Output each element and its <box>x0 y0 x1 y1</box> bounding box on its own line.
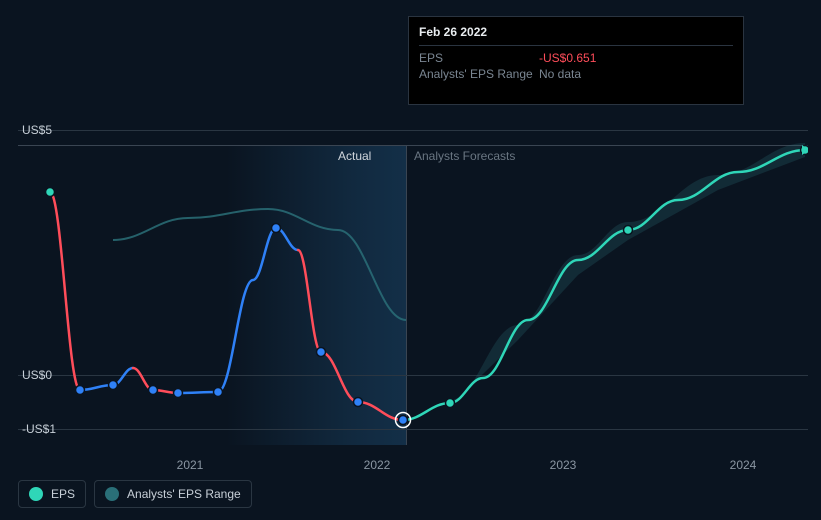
legend-swatch-icon <box>105 487 119 501</box>
eps-marker[interactable] <box>214 388 223 397</box>
eps-marker[interactable] <box>109 381 118 390</box>
eps-marker[interactable] <box>624 226 633 235</box>
forecast-band <box>450 143 805 406</box>
tooltip-value: No data <box>539 67 581 81</box>
eps-marker[interactable] <box>446 399 455 408</box>
tooltip-row: EPS-US$0.651 <box>419 50 733 66</box>
eps-marker[interactable] <box>317 348 326 357</box>
eps-marker[interactable] <box>174 389 183 398</box>
legend-item-eps_range[interactable]: Analysts' EPS Range <box>94 480 252 508</box>
tooltip-value: -US$0.651 <box>539 51 596 65</box>
tooltip-key: Analysts' EPS Range <box>419 67 539 81</box>
eps-marker[interactable] <box>272 224 281 233</box>
eps-marker[interactable] <box>46 188 55 197</box>
eps-marker[interactable] <box>76 386 85 395</box>
legend-item-eps[interactable]: EPS <box>18 480 86 508</box>
chart-legend: EPS Analysts' EPS Range <box>18 480 252 508</box>
eps-line-segment <box>298 250 403 420</box>
eps-marker[interactable] <box>399 416 408 425</box>
eps-line-segment <box>403 150 805 420</box>
eps-line-segment <box>80 368 133 390</box>
range-line <box>113 209 406 320</box>
legend-swatch-icon <box>29 487 43 501</box>
eps-line-segment <box>178 228 298 393</box>
tooltip-divider <box>419 45 733 46</box>
eps-marker[interactable] <box>149 386 158 395</box>
hover-tooltip: Feb 26 2022 EPS-US$0.651Analysts' EPS Ra… <box>408 16 744 105</box>
eps-marker[interactable] <box>354 398 363 407</box>
tooltip-title: Feb 26 2022 <box>419 25 733 43</box>
eps-chart: US$5US$0-US$1 Actual Analysts Forecasts … <box>18 0 808 470</box>
tooltip-key: EPS <box>419 51 539 65</box>
legend-label: Analysts' EPS Range <box>127 487 241 501</box>
legend-label: EPS <box>51 487 75 501</box>
tooltip-row: Analysts' EPS RangeNo data <box>419 66 733 82</box>
eps-line-segment <box>50 192 80 390</box>
